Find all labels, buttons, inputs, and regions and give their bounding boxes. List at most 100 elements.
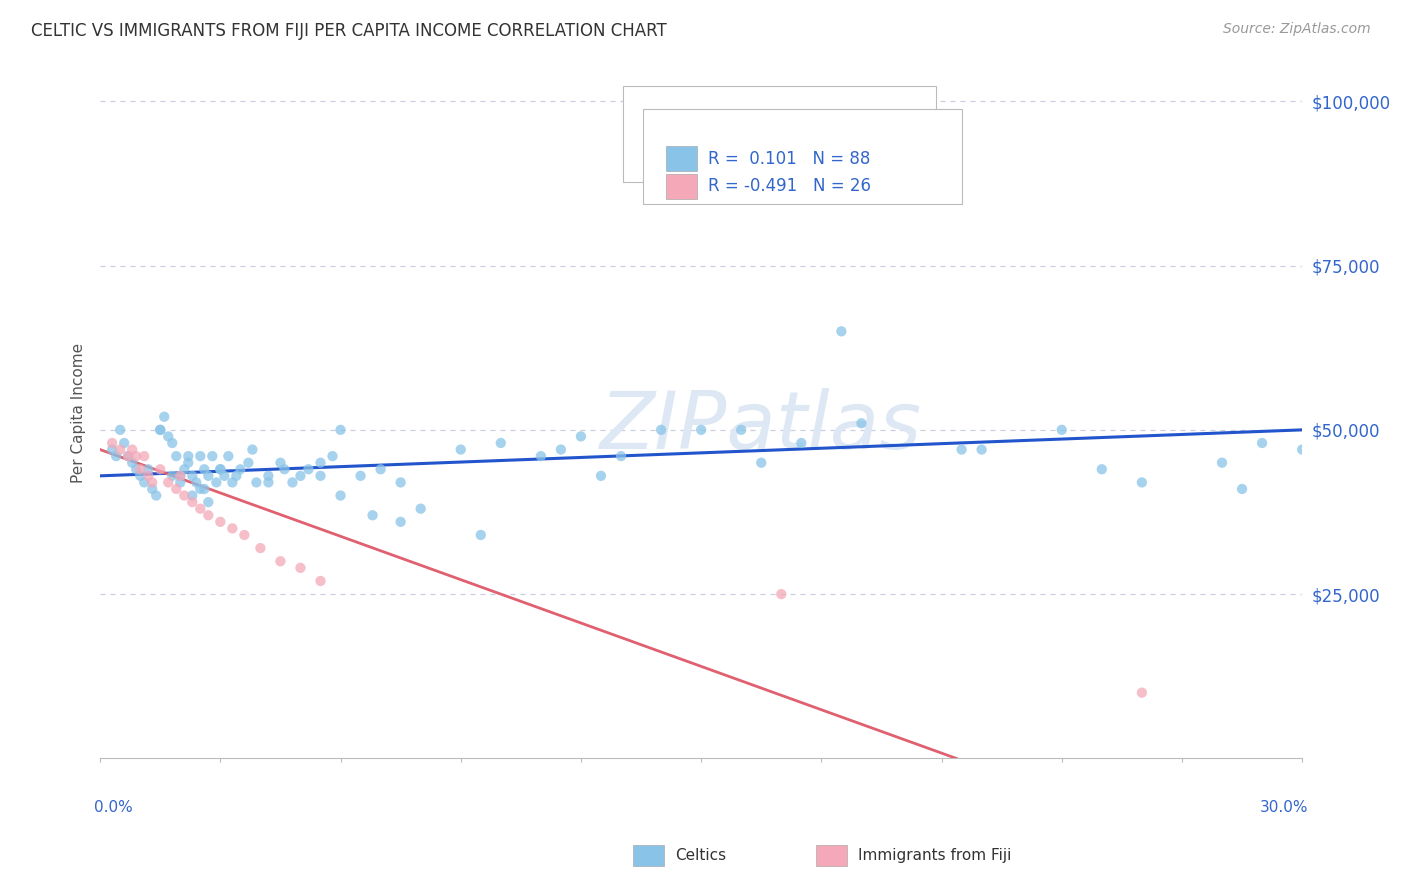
Point	[290, 468, 312, 483]
Point	[181, 489, 204, 503]
Point	[162, 436, 184, 450]
Text: R =  0.101   N = 88: R = 0.101 N = 88	[709, 150, 870, 168]
Point	[489, 436, 512, 450]
Point	[329, 423, 352, 437]
Point	[225, 468, 247, 483]
Point	[188, 501, 211, 516]
Point	[389, 515, 412, 529]
Point	[108, 442, 131, 457]
Point	[890, 173, 912, 187]
Point	[1251, 436, 1274, 450]
Point	[153, 409, 176, 424]
Point	[245, 475, 267, 490]
Point	[221, 521, 243, 535]
Point	[149, 423, 172, 437]
Point	[249, 541, 271, 555]
Point	[257, 475, 280, 490]
Point	[1291, 442, 1313, 457]
Point	[112, 436, 135, 450]
Point	[361, 508, 384, 523]
Point	[297, 462, 319, 476]
Point	[309, 574, 332, 588]
Point	[470, 528, 492, 542]
Point	[589, 468, 612, 483]
Point	[149, 423, 172, 437]
Point	[141, 475, 163, 490]
Point	[141, 482, 163, 496]
Point	[125, 449, 148, 463]
Text: 30.0%: 30.0%	[1260, 800, 1308, 814]
Point	[165, 482, 187, 496]
Point	[650, 423, 672, 437]
Point	[173, 462, 195, 476]
Point	[181, 495, 204, 509]
Point	[101, 442, 124, 457]
Point	[105, 449, 128, 463]
Point	[177, 449, 200, 463]
Point	[125, 462, 148, 476]
Point	[181, 468, 204, 483]
Point	[749, 456, 772, 470]
Point	[269, 554, 291, 568]
Point	[129, 462, 152, 476]
Point	[309, 468, 332, 483]
Point	[214, 468, 236, 483]
Point	[186, 475, 208, 490]
Point	[217, 449, 239, 463]
Text: Celtics: Celtics	[676, 848, 727, 863]
Point	[409, 501, 432, 516]
Text: 0.0%: 0.0%	[94, 800, 134, 814]
Y-axis label: Per Capita Income: Per Capita Income	[72, 343, 86, 483]
Point	[165, 449, 187, 463]
Point	[101, 436, 124, 450]
Point	[770, 587, 793, 601]
Point	[117, 449, 139, 463]
Point	[238, 456, 260, 470]
Point	[290, 561, 312, 575]
Point	[970, 442, 993, 457]
Point	[188, 449, 211, 463]
Point	[205, 475, 228, 490]
Point	[322, 449, 344, 463]
Point	[209, 462, 232, 476]
Point	[530, 449, 553, 463]
Point	[162, 468, 184, 483]
Point	[349, 468, 371, 483]
Point	[389, 475, 412, 490]
Point	[169, 475, 191, 490]
Point	[145, 489, 167, 503]
Point	[610, 449, 633, 463]
Point	[129, 468, 152, 483]
Point	[242, 442, 264, 457]
Point	[569, 429, 592, 443]
Point	[169, 468, 191, 483]
Point	[730, 423, 752, 437]
Point	[830, 324, 852, 338]
Point	[197, 495, 219, 509]
Point	[309, 456, 332, 470]
Text: CELTIC VS IMMIGRANTS FROM FIJI PER CAPITA INCOME CORRELATION CHART: CELTIC VS IMMIGRANTS FROM FIJI PER CAPIT…	[31, 22, 666, 40]
FancyBboxPatch shape	[623, 86, 935, 182]
Point	[790, 436, 813, 450]
Point	[329, 489, 352, 503]
Text: Immigrants from Fiji: Immigrants from Fiji	[858, 848, 1012, 863]
Point	[1211, 456, 1233, 470]
Point	[273, 462, 295, 476]
Text: R = -0.491   N = 26: R = -0.491 N = 26	[709, 177, 872, 195]
Point	[121, 456, 143, 470]
Point	[193, 482, 215, 496]
Point	[281, 475, 304, 490]
Point	[117, 449, 139, 463]
Point	[136, 462, 159, 476]
Text: ZIPatlas: ZIPatlas	[600, 388, 922, 467]
Point	[134, 449, 156, 463]
Point	[193, 462, 215, 476]
Point	[1050, 423, 1073, 437]
Point	[134, 475, 156, 490]
Point	[950, 442, 973, 457]
Point	[197, 508, 219, 523]
Point	[690, 423, 713, 437]
Point	[233, 528, 256, 542]
Point	[177, 456, 200, 470]
Point	[1091, 462, 1114, 476]
